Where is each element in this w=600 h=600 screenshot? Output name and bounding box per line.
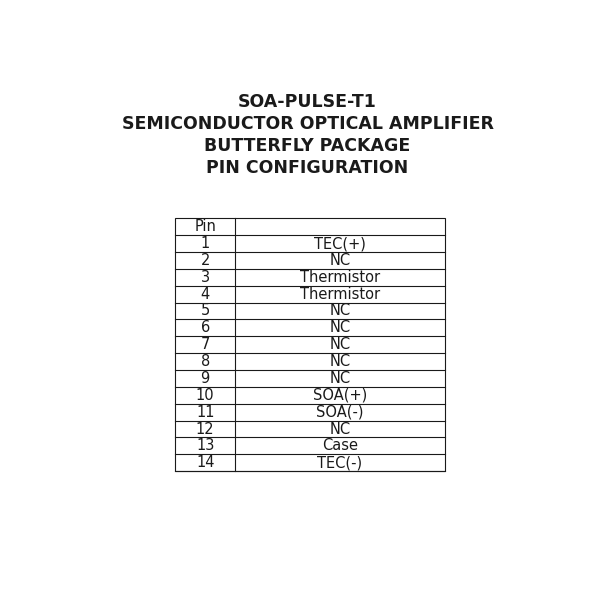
- Text: 3: 3: [200, 270, 210, 285]
- Text: Pin: Pin: [194, 219, 216, 234]
- Text: 6: 6: [200, 320, 210, 335]
- Text: 9: 9: [200, 371, 210, 386]
- Text: 7: 7: [200, 337, 210, 352]
- Text: SOA(+): SOA(+): [313, 388, 367, 403]
- Text: 14: 14: [196, 455, 214, 470]
- Text: NC: NC: [329, 354, 350, 369]
- Text: 2: 2: [200, 253, 210, 268]
- Text: PIN CONFIGURATION: PIN CONFIGURATION: [206, 160, 409, 178]
- Text: SEMICONDUCTOR OPTICAL AMPLIFIER: SEMICONDUCTOR OPTICAL AMPLIFIER: [121, 115, 493, 133]
- Text: NC: NC: [329, 320, 350, 335]
- Text: SOA(-): SOA(-): [316, 404, 364, 419]
- Text: TEC(+): TEC(+): [314, 236, 366, 251]
- Text: TEC(-): TEC(-): [317, 455, 362, 470]
- Text: NC: NC: [329, 422, 350, 437]
- Text: 12: 12: [196, 422, 215, 437]
- Text: 11: 11: [196, 404, 214, 419]
- Text: 13: 13: [196, 439, 214, 454]
- Text: NC: NC: [329, 337, 350, 352]
- Text: NC: NC: [329, 371, 350, 386]
- Text: 5: 5: [200, 304, 210, 319]
- Text: Thermistor: Thermistor: [300, 287, 380, 302]
- Text: 10: 10: [196, 388, 215, 403]
- Text: SOA-PULSE-T1: SOA-PULSE-T1: [238, 93, 377, 111]
- Text: 1: 1: [200, 236, 210, 251]
- Bar: [175, 218, 445, 471]
- Text: 8: 8: [200, 354, 210, 369]
- Text: NC: NC: [329, 304, 350, 319]
- Text: 4: 4: [200, 287, 210, 302]
- Text: Case: Case: [322, 439, 358, 454]
- Text: Thermistor: Thermistor: [300, 270, 380, 285]
- Text: BUTTERFLY PACKAGE: BUTTERFLY PACKAGE: [205, 137, 410, 155]
- Text: NC: NC: [329, 253, 350, 268]
